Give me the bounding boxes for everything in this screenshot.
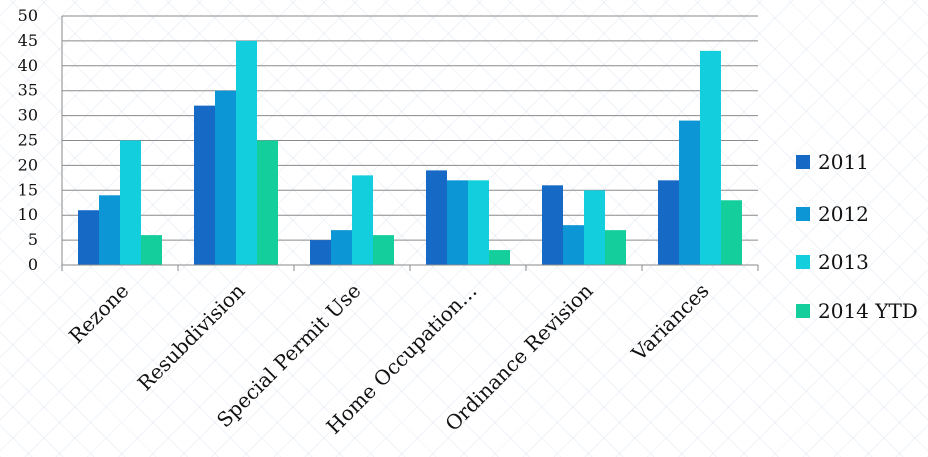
- bar: [605, 230, 626, 265]
- bar: [542, 185, 563, 265]
- bars: [78, 40, 742, 266]
- bar: [721, 200, 742, 265]
- bar: [310, 240, 331, 265]
- bar: [489, 250, 510, 265]
- bar: [194, 105, 215, 265]
- legend-label: 2012: [818, 202, 869, 226]
- y-tick-label: 40: [18, 56, 38, 75]
- y-tick-label: 35: [18, 81, 38, 100]
- gridlines: [62, 15, 758, 241]
- x-category-label: Resubdivision: [133, 278, 250, 395]
- bar: [426, 170, 447, 265]
- y-tick-label: 20: [18, 155, 38, 174]
- y-tick-label: 5: [28, 230, 38, 249]
- axes: [61, 16, 759, 271]
- legend: 2011 2012 2013 2014 YTD: [796, 150, 918, 323]
- legend-swatch: [796, 304, 810, 318]
- y-tick-label: 10: [18, 205, 38, 224]
- bar: [584, 190, 605, 265]
- bar: [120, 140, 141, 265]
- y-tick-label: 15: [18, 180, 38, 199]
- y-tick-label: 45: [18, 31, 38, 50]
- y-tick-label: 0: [28, 255, 38, 274]
- bar: [236, 40, 257, 266]
- bar: [352, 175, 373, 265]
- bar: [99, 195, 120, 265]
- y-tick-label: 50: [18, 6, 38, 25]
- bar: [373, 235, 394, 265]
- bar: [257, 140, 278, 265]
- legend-swatch: [796, 255, 810, 269]
- x-category-label: Rezone: [64, 279, 133, 348]
- bar: [331, 230, 352, 265]
- legend-swatch: [796, 207, 810, 221]
- bar: [563, 225, 584, 265]
- legend-swatch: [796, 155, 810, 169]
- y-axis-ticks: 0 5 10 15 20 25 30 35 40 45 50: [18, 6, 38, 274]
- bar: [468, 180, 489, 265]
- legend-label: 2014 YTD: [818, 299, 918, 323]
- bar: [658, 180, 679, 265]
- y-tick-label: 30: [18, 106, 38, 125]
- bar: [447, 180, 468, 265]
- y-tick-label: 25: [18, 131, 38, 150]
- bar: [215, 90, 236, 265]
- bar: [679, 120, 700, 265]
- legend-label: 2011: [818, 150, 869, 174]
- bar: [78, 210, 99, 265]
- bar: [141, 235, 162, 265]
- x-category-label: Variances: [626, 279, 713, 366]
- bar: [700, 50, 721, 265]
- legend-label: 2013: [818, 250, 869, 274]
